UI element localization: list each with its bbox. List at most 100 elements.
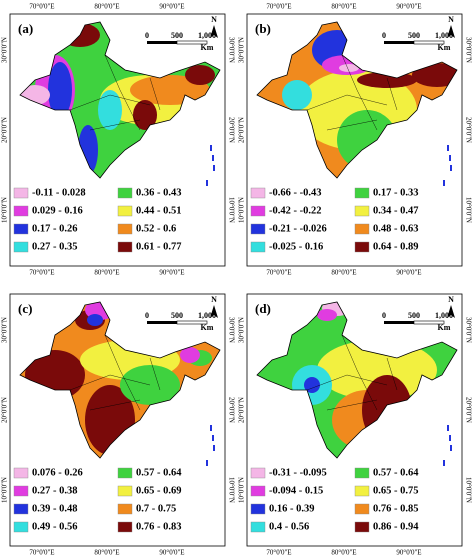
legend-label: 0.64 - 0.89 <box>373 241 419 252</box>
legend-label: 0.61 - 0.77 <box>136 241 182 252</box>
state-boundary <box>326 399 378 411</box>
panel-label: (d) <box>255 301 271 316</box>
latitude-label: 30°0'0"N <box>1 317 9 343</box>
legend-label: 0.48 - 0.63 <box>373 223 419 234</box>
legend-label: -0.42 - -0.22 <box>269 205 322 216</box>
scale-label: 0 <box>382 31 386 40</box>
panel-label: (c) <box>18 301 32 316</box>
zone <box>317 309 337 321</box>
latitude-label: 30°0'0"N <box>227 37 235 63</box>
state-boundary <box>69 94 111 111</box>
legend-swatch <box>13 241 29 253</box>
legend-swatch <box>13 521 29 533</box>
legend-label: 0.44 - 0.51 <box>136 205 182 216</box>
latitude-label: 20°0'0"N <box>1 397 9 423</box>
state-boundary <box>109 94 151 106</box>
legend-swatch <box>250 467 266 479</box>
scale-label: 500 <box>171 31 183 40</box>
island <box>212 435 214 441</box>
longitude-label: 80°0'0"E <box>331 549 356 557</box>
legend-label: 0.86 - 0.94 <box>373 521 419 532</box>
state-boundary <box>346 374 388 386</box>
legend-swatch <box>354 241 370 253</box>
india-outline <box>256 21 458 179</box>
zone <box>98 90 122 130</box>
legend-swatch <box>354 521 370 533</box>
state-boundary <box>104 54 121 91</box>
scale-label: 0 <box>145 31 149 40</box>
scale-bar <box>413 320 445 325</box>
latitude-label: 30°0'0"N <box>227 317 235 343</box>
scale-bar <box>147 321 177 324</box>
scale-label: 0 <box>145 311 149 320</box>
scale-bar <box>176 40 208 45</box>
legend-swatch <box>117 521 133 533</box>
map-panel: 70°0'0"E 80°0'0"E 90°0'0"E 30°0'0"N 30°0'0"N… <box>238 293 472 557</box>
state-boundary <box>149 357 161 391</box>
legend-swatch <box>354 467 370 479</box>
legend-swatch <box>250 205 266 217</box>
scale-bar <box>384 321 414 324</box>
latitude-label: 10°0'0"N <box>227 197 235 223</box>
island <box>206 180 208 186</box>
longitude-label: 80°0'0"E <box>94 549 119 557</box>
zone <box>412 63 457 87</box>
island <box>443 460 445 466</box>
north-arrow <box>210 305 218 318</box>
island <box>210 425 212 431</box>
legend-label: -0.094 - 0.15 <box>269 485 323 496</box>
scale-unit: Km <box>201 43 214 52</box>
latitude-label: 10°0'0"N <box>238 197 246 223</box>
latitude-label: 20°0'0"N <box>227 117 235 143</box>
island <box>447 425 449 431</box>
latitude-label: 20°0'0"N <box>464 397 472 423</box>
scale-unit: Km <box>438 323 451 332</box>
legend-swatch <box>13 485 29 497</box>
longitude-label: 90°0'0"E <box>396 269 421 277</box>
legend-label: 0.49 - 0.56 <box>32 521 78 532</box>
legend-label: -0.11 - 0.028 <box>32 187 86 198</box>
state-boundary <box>386 77 398 111</box>
latitude-label: 30°0'0"N <box>238 317 246 343</box>
map-panel: 70°0'0"E 80°0'0"E 90°0'0"E 30°0'0"N 30°0'0"N… <box>1 293 235 557</box>
island <box>206 460 208 466</box>
longitude-label: 70°0'0"E <box>266 549 291 557</box>
legend-swatch <box>250 223 266 235</box>
legend-label: 0.076 - 0.26 <box>32 467 83 478</box>
latitude-label: 20°0'0"N <box>238 117 246 143</box>
legend-swatch <box>117 485 133 497</box>
scale-unit: Km <box>201 323 214 332</box>
legend-label: 0.029 - 0.16 <box>32 205 83 216</box>
scale-bar <box>384 41 414 44</box>
scale-bar <box>147 41 177 44</box>
legend-label: -0.31 - -0.095 <box>269 467 327 478</box>
longitude-label: 90°0'0"E <box>159 3 184 11</box>
latitude-label: 10°0'0"N <box>238 477 246 503</box>
latitude-label: 10°0'0"N <box>464 197 472 223</box>
legend-label: 0.7 - 0.75 <box>136 503 176 514</box>
india-outline <box>19 301 221 459</box>
legend-label: 0.17 - 0.26 <box>32 223 78 234</box>
latitude-label: 10°0'0"N <box>227 477 235 503</box>
longitude-label: 90°0'0"E <box>159 269 184 277</box>
state-boundary <box>341 54 358 91</box>
north-label: N <box>211 15 217 24</box>
legend-swatch <box>117 187 133 199</box>
state-boundary <box>356 369 378 411</box>
longitude-label: 70°0'0"E <box>266 269 291 277</box>
state-boundary <box>104 334 121 371</box>
zone <box>317 340 437 400</box>
state-boundary <box>149 77 161 111</box>
legend-swatch <box>117 205 133 217</box>
legend-swatch <box>13 205 29 217</box>
longitude-label: 90°0'0"E <box>396 3 421 11</box>
latitude-label: 10°0'0"N <box>1 477 9 503</box>
legend-label: 0.39 - 0.48 <box>32 503 78 514</box>
state-boundary <box>109 374 151 386</box>
scale-label: 0 <box>382 311 386 320</box>
state-boundary <box>69 374 111 391</box>
zone <box>180 347 200 363</box>
longitude-label: 70°0'0"E <box>266 3 291 11</box>
legend-label: 0.65 - 0.69 <box>136 485 182 496</box>
legend-label: 0.52 - 0.6 <box>136 223 176 234</box>
